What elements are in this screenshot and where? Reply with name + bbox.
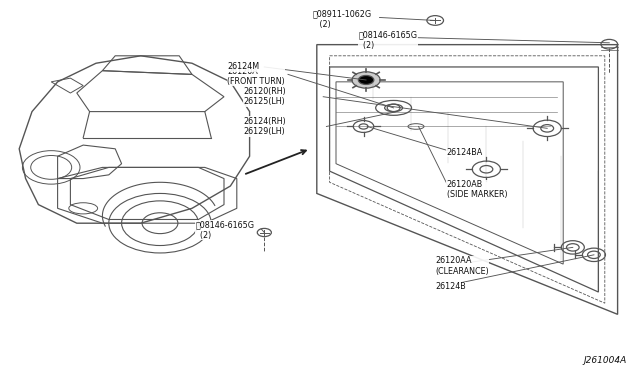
Text: Ⓑ08146-6165G
  (2): Ⓑ08146-6165G (2) [195,220,254,240]
Text: 26120A
(FRONT TURN): 26120A (FRONT TURN) [227,67,285,86]
Text: 26124M: 26124M [227,62,259,71]
Text: J261004A: J261004A [584,356,627,365]
Text: 26124B: 26124B [435,282,466,291]
Text: ⓝ08911-1062G
   (2): ⓝ08911-1062G (2) [312,10,371,29]
Circle shape [352,72,380,88]
Text: Ⓑ08146-6165G
  (2): Ⓑ08146-6165G (2) [358,31,417,50]
Circle shape [358,76,374,84]
Text: 26120AB
(SIDE MARKER): 26120AB (SIDE MARKER) [447,180,508,199]
Text: 26120AA
(CLEARANCE): 26120AA (CLEARANCE) [435,256,489,276]
Ellipse shape [408,124,424,129]
Text: 26120(RH)
26125(LH): 26120(RH) 26125(LH) [243,87,286,106]
Text: 26124BA: 26124BA [447,148,483,157]
Text: 26124(RH)
26129(LH): 26124(RH) 26129(LH) [243,117,286,136]
